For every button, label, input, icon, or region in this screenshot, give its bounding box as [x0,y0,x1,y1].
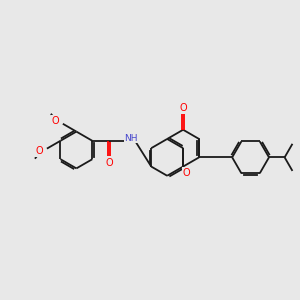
Text: O: O [51,116,59,126]
Text: O: O [35,146,43,157]
Text: O: O [182,168,190,178]
Text: O: O [105,158,113,168]
Text: NH: NH [124,134,138,142]
Text: O: O [179,103,187,113]
